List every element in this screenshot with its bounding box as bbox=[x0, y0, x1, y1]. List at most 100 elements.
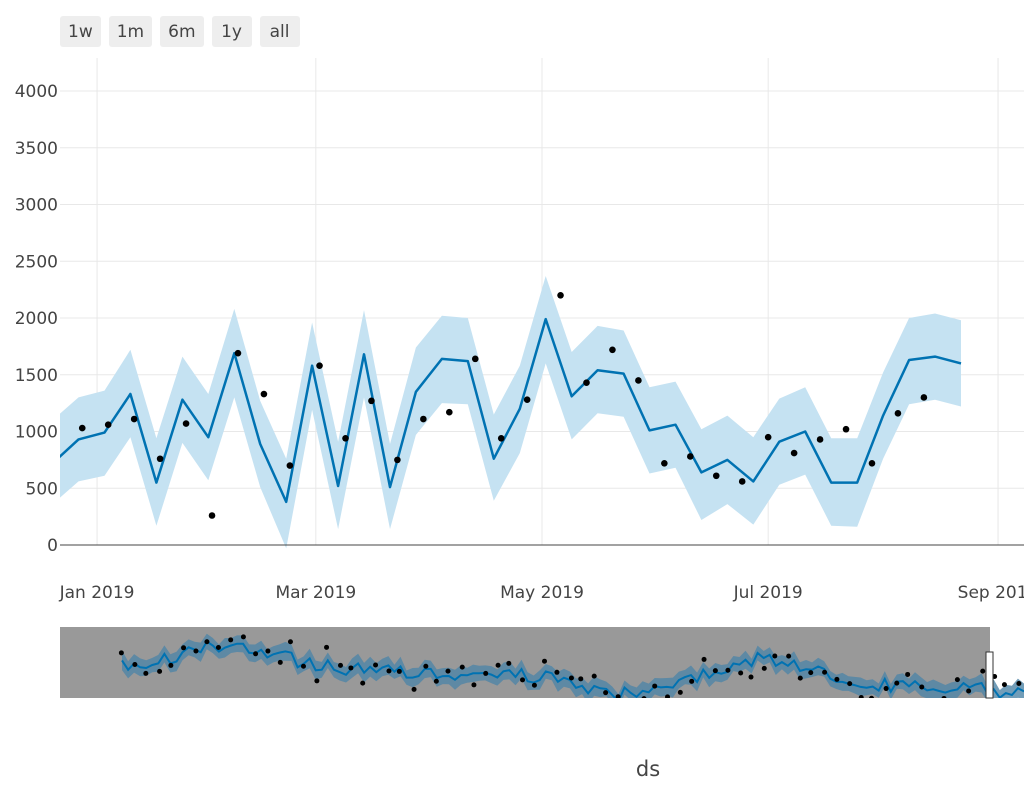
range-slider-point bbox=[689, 678, 695, 684]
actual-point bbox=[156, 455, 164, 463]
range-slider-point bbox=[300, 663, 306, 669]
x-tick-label: Jul 2019 bbox=[733, 583, 803, 603]
range-button-1m[interactable]: 1m bbox=[108, 16, 153, 47]
actual-point bbox=[661, 459, 668, 467]
range-slider-point bbox=[677, 689, 683, 695]
plot-area[interactable] bbox=[53, 276, 1024, 549]
actual-point bbox=[738, 478, 746, 485]
range-slider-point bbox=[894, 680, 900, 686]
range-button-1y[interactable]: 1y bbox=[211, 16, 252, 47]
actual-point bbox=[104, 421, 112, 428]
actual-point bbox=[920, 394, 928, 401]
range-slider-point bbox=[411, 686, 417, 692]
range-slider-point bbox=[193, 648, 199, 654]
x-tick-label: Mar 2019 bbox=[275, 583, 356, 603]
actual-point bbox=[368, 397, 375, 405]
actual-point bbox=[687, 453, 694, 460]
range-slider-point bbox=[665, 694, 671, 698]
range-slider-point bbox=[578, 676, 584, 682]
range-slider-point bbox=[483, 670, 489, 676]
actual-point bbox=[609, 346, 616, 354]
range-slider-point bbox=[615, 694, 621, 698]
range-button-all[interactable]: all bbox=[259, 16, 300, 47]
range-slider-point bbox=[772, 653, 778, 659]
range-slider-point bbox=[132, 661, 138, 667]
range-slider-point bbox=[228, 637, 234, 643]
y-tick-label: 3500 bbox=[15, 139, 58, 159]
actual-point bbox=[583, 379, 590, 386]
range-slider-point bbox=[277, 659, 283, 665]
range-slider-point bbox=[433, 678, 439, 684]
range-slider-point bbox=[360, 680, 366, 686]
x-axis: Jan 2019 Mar 2019 May 2019 Jul 2019 Sep 2019 bbox=[59, 583, 1024, 603]
range-slider-point bbox=[253, 651, 259, 657]
actual-point bbox=[394, 456, 401, 464]
x-tick-label: Jan 2019 bbox=[59, 583, 135, 603]
actual-point bbox=[286, 462, 294, 469]
actual-point bbox=[635, 377, 642, 384]
range-slider-point bbox=[143, 670, 149, 676]
range-slider-point bbox=[847, 681, 853, 687]
actual-point bbox=[712, 472, 720, 480]
actual-point bbox=[316, 362, 323, 369]
range-button-6m[interactable]: 6m bbox=[160, 16, 204, 47]
range-slider-point bbox=[314, 678, 320, 684]
actual-point bbox=[497, 435, 505, 442]
range-slider-point bbox=[980, 668, 986, 674]
range-slider-point bbox=[386, 668, 392, 674]
actual-point bbox=[764, 433, 772, 441]
range-slider-point bbox=[204, 639, 210, 645]
range-slider-point bbox=[808, 670, 814, 676]
y-axis: 0 500 1000 1500 2000 2500 3000 3500 4000 bbox=[15, 82, 58, 556]
y-tick-label: 2500 bbox=[15, 252, 58, 272]
range-slider-point bbox=[725, 667, 731, 673]
range-slider-point bbox=[905, 671, 911, 677]
y-tick-label: 1000 bbox=[15, 423, 58, 443]
range-slider-point bbox=[712, 668, 718, 674]
y-tick-label: 0 bbox=[47, 536, 58, 556]
forecast-line bbox=[60, 317, 962, 504]
range-slider-point bbox=[471, 682, 477, 688]
x-axis-title: ds bbox=[636, 757, 660, 781]
range-slider-point bbox=[941, 695, 947, 698]
actual-point bbox=[816, 436, 824, 443]
range-slider-point bbox=[265, 648, 271, 654]
actual-point bbox=[130, 415, 138, 423]
range-slider-point bbox=[495, 662, 501, 668]
actual-point bbox=[182, 420, 190, 427]
range-slider-point bbox=[954, 677, 960, 683]
actual-point bbox=[868, 459, 876, 467]
range-button-1w[interactable]: 1w bbox=[60, 16, 101, 47]
range-slider-point bbox=[858, 694, 864, 698]
uncertainty-band bbox=[60, 276, 961, 549]
range-slider-point bbox=[1016, 680, 1022, 686]
range-slider-point bbox=[591, 673, 597, 679]
range-slider-point bbox=[423, 663, 429, 669]
actual-point bbox=[208, 512, 216, 519]
range-slider-point bbox=[287, 639, 293, 645]
y-tick-label: 3000 bbox=[15, 196, 58, 216]
actual-point bbox=[234, 349, 242, 357]
y-tick-label: 500 bbox=[26, 479, 58, 499]
actual-point bbox=[78, 424, 86, 432]
range-slider-point bbox=[822, 669, 828, 675]
range-slider-point bbox=[118, 650, 124, 656]
actual-point bbox=[260, 390, 268, 398]
range-slider-point bbox=[932, 699, 937, 704]
range-slider-point bbox=[603, 690, 609, 696]
y-tick-label: 4000 bbox=[15, 82, 58, 102]
range-slider-point bbox=[324, 644, 330, 650]
range-slider[interactable] bbox=[60, 627, 1024, 709]
range-slider-point bbox=[797, 675, 803, 681]
x-tick-label: Sep 2019 bbox=[958, 583, 1024, 603]
range-slider-point bbox=[215, 645, 221, 651]
range-slider-point bbox=[240, 634, 246, 640]
range-slider-point bbox=[445, 668, 451, 674]
range-slider-point bbox=[459, 664, 465, 670]
range-slider-point bbox=[834, 676, 840, 682]
range-slider-preview bbox=[118, 633, 1024, 704]
range-slider-point bbox=[738, 670, 744, 676]
range-slider-point bbox=[883, 686, 889, 692]
range-slider-point bbox=[554, 669, 560, 675]
range-slider-point bbox=[568, 675, 574, 681]
